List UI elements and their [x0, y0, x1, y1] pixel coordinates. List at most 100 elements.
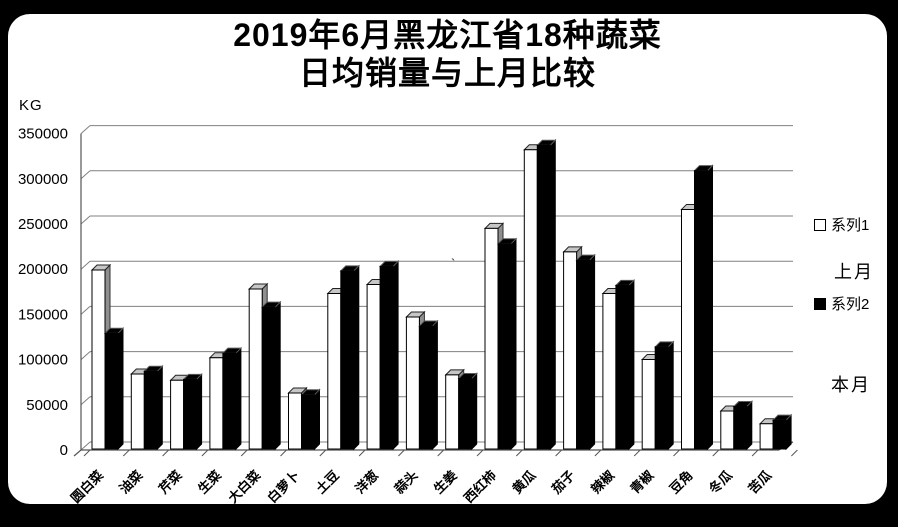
bar-side-black — [589, 253, 596, 451]
gridline-connector — [80, 396, 91, 406]
legend-note-last-month: 上月 — [834, 262, 874, 282]
x-axis-category-label: 西红柿 — [461, 468, 499, 506]
y-axis-unit-label: KG — [19, 97, 43, 114]
x-axis-category-label: 蒜头 — [392, 468, 421, 497]
stray-mark: ` — [451, 256, 455, 271]
bar-white — [209, 357, 224, 450]
bar-white — [484, 227, 499, 450]
x-axis-tick — [319, 449, 327, 457]
bar-side-black — [667, 340, 674, 451]
bar-white — [327, 293, 342, 450]
legend-series1-label: 系列1 — [831, 217, 870, 234]
x-axis-category-label: 生姜 — [431, 468, 460, 497]
x-axis-tick — [633, 449, 641, 457]
bar-side-black — [707, 164, 713, 451]
series2-swatch-icon — [814, 297, 826, 310]
legend-item-series2: 系列2 — [814, 293, 869, 314]
series1-swatch-icon — [814, 218, 826, 231]
y-axis-tick-label: 250000 — [18, 216, 68, 233]
x-axis-tick — [280, 449, 287, 457]
x-axis-category-label: 辣椒 — [588, 468, 617, 497]
bar-side-black — [353, 264, 360, 451]
bar-side-black — [117, 327, 124, 451]
gridline-connector — [80, 351, 91, 360]
bar-white — [170, 379, 185, 450]
bar-black — [615, 284, 630, 450]
bar-white — [445, 374, 460, 450]
bar-black — [379, 265, 394, 450]
x-axis-category-label: 黄瓜 — [509, 468, 538, 497]
x-axis-category-label: 芹菜 — [156, 468, 185, 497]
bar-side-black — [196, 373, 203, 451]
bar-black — [261, 306, 276, 450]
bar-white — [759, 423, 774, 450]
chart-title: 2019年6月黑龙江省18种蔬菜 日均销量与上月比较 — [8, 16, 887, 92]
x-axis-category-label: 茄子 — [548, 468, 578, 498]
x-axis-category-label: 冬瓜 — [706, 468, 735, 497]
gridline-connector — [80, 125, 91, 134]
x-axis-category-label: 生菜 — [195, 468, 224, 497]
x-axis-tick — [240, 449, 248, 457]
legend-note-this-month: 本月 — [831, 375, 871, 395]
chart-title-line2: 日均销量与上月比较 — [298, 55, 596, 91]
bar-black — [458, 377, 473, 450]
bar-white — [366, 283, 381, 450]
gridline-connector — [80, 306, 91, 315]
bar-side-black — [549, 139, 556, 451]
bar-white — [641, 359, 656, 450]
gridline-connector — [80, 441, 91, 451]
x-axis-tick — [162, 449, 169, 457]
bar-black — [183, 378, 198, 450]
x-axis-category-label: 大白菜 — [225, 468, 263, 506]
x-axis-tick — [515, 449, 523, 457]
x-axis-category-label: 洋葱 — [352, 468, 381, 497]
x-axis-category-label: 苦瓜 — [745, 468, 774, 497]
y-axis-tick-label: 100000 — [18, 352, 68, 369]
x-axis-category-label: 豆角 — [667, 468, 696, 497]
gridline-connector — [80, 170, 91, 180]
y-axis-tick-label: 150000 — [18, 306, 68, 323]
x-axis-tick — [122, 449, 130, 457]
x-axis-tick — [437, 449, 445, 457]
x-axis-category-label: 白萝卜 — [264, 468, 302, 506]
bar-white — [405, 316, 420, 450]
bar-black — [497, 243, 512, 450]
legend-item-series1: 系列1 — [814, 214, 869, 235]
bar-black — [576, 259, 591, 450]
bar-white — [681, 208, 695, 450]
x-axis-tick — [358, 449, 366, 457]
bar-white — [602, 293, 617, 450]
chart-title-line1: 2019年6月黑龙江省18种蔬菜 — [233, 17, 662, 53]
x-axis-category-label: 青椒 — [627, 468, 656, 497]
bar-black — [340, 270, 355, 450]
bar-white — [563, 251, 578, 450]
legend-series2-label: 系列2 — [831, 296, 870, 313]
bar-side-black — [510, 237, 517, 451]
bar-side-black — [314, 388, 320, 451]
bar-black — [733, 406, 748, 450]
y-axis-tick-label: 200000 — [18, 261, 68, 278]
y-axis-tick-label: 0 — [60, 442, 68, 459]
x-axis-tick — [712, 449, 720, 457]
gridline-connector — [80, 215, 91, 225]
bar-black — [301, 394, 315, 450]
y-axis-tick-label: 50000 — [26, 397, 68, 414]
bar-black — [536, 144, 551, 450]
y-axis-tick-label: 350000 — [18, 126, 68, 143]
bar-white — [288, 392, 302, 450]
bar-side-black — [471, 372, 478, 451]
bar-white — [130, 373, 145, 450]
floor-left-depth-edge — [73, 449, 82, 457]
x-axis-tick — [201, 449, 209, 457]
bar-side-black — [785, 413, 792, 451]
x-axis-category-label: 圆白菜 — [68, 468, 106, 506]
x-axis-category-label: 土豆 — [313, 468, 342, 497]
bar-black — [143, 370, 158, 450]
bar-black — [104, 332, 119, 450]
bar-black — [654, 346, 669, 450]
bar-black — [694, 170, 708, 450]
x-axis-tick — [791, 449, 798, 457]
bar-black — [222, 352, 237, 450]
x-axis-tick — [594, 449, 602, 457]
